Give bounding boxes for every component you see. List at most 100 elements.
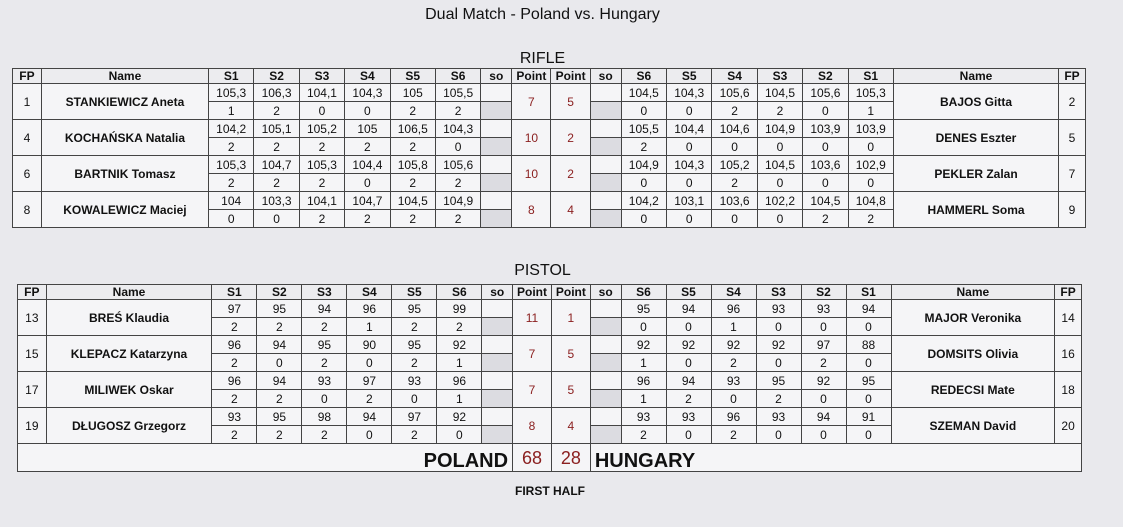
left-team-name: POLAND [16, 443, 514, 472]
point-header: Point [511, 68, 552, 84]
right-series-points: 0 [800, 425, 847, 444]
right-series-score: 105,6 [711, 83, 758, 102]
left-shootoff-cell [481, 353, 514, 372]
left-series-points: 2 [434, 209, 482, 228]
right-shootoff-cell [589, 407, 622, 426]
s3-header: S3 [755, 284, 802, 300]
left-series-score: 96 [211, 371, 258, 390]
left-series-score: 97 [211, 299, 258, 318]
left-shootoff-cell [480, 119, 513, 138]
left-series-score: 105,6 [434, 155, 482, 174]
left-series-score: 95 [256, 299, 303, 318]
left-series-points: 2 [391, 425, 438, 444]
right-series-points: 0 [620, 317, 667, 336]
left-series-points: 2 [391, 353, 438, 372]
right-series-score: 93 [755, 299, 802, 318]
right-series-points: 0 [620, 101, 668, 120]
right-series-score: 104,5 [756, 83, 804, 102]
left-series-points: 0 [434, 137, 482, 156]
right-team-name: HUNGARY [589, 443, 1083, 472]
left-shootoff-cell [480, 209, 513, 228]
right-series-points: 0 [845, 389, 892, 408]
right-match-point: 5 [550, 83, 591, 120]
left-series-points: 2 [436, 317, 483, 336]
left-series-points: 2 [211, 425, 258, 444]
pistol-section-title: PISTOL [514, 262, 571, 279]
right-shootoff-cell [589, 173, 622, 192]
right-series-score: 104,9 [620, 155, 668, 174]
right-match-point: 4 [550, 407, 591, 444]
left-series-points: 1 [346, 317, 393, 336]
right-athlete-name: SZEMAN David [890, 407, 1056, 444]
right-series-score: 96 [620, 371, 667, 390]
left-series-score: 96 [436, 371, 483, 390]
right-series-points: 0 [756, 209, 804, 228]
left-athlete-name: KLEPACZ Katarzyna [45, 335, 213, 372]
right-series-points: 0 [755, 353, 802, 372]
left-series-score: 105 [389, 83, 436, 102]
right-series-points: 0 [756, 137, 804, 156]
left-shootoff-cell [480, 155, 513, 174]
left-athlete-name: BREŚ Klaudia [45, 299, 213, 336]
s4-header: S4 [711, 68, 758, 84]
right-shootoff-cell [589, 317, 622, 336]
left-series-score: 99 [436, 299, 483, 318]
left-series-points: 2 [211, 317, 258, 336]
left-start-number: 6 [12, 155, 42, 192]
left-series-score: 94 [301, 299, 348, 318]
right-series-score: 95 [755, 371, 802, 390]
left-series-score: 105,3 [207, 155, 255, 174]
left-series-score: 95 [391, 335, 438, 354]
name-header: Name [45, 284, 213, 300]
left-series-points: 0 [436, 425, 483, 444]
left-series-score: 94 [346, 407, 393, 426]
left-match-point: 7 [511, 83, 552, 120]
point-header: Point [512, 284, 552, 300]
left-match-point: 8 [511, 191, 552, 228]
right-series-points: 1 [620, 389, 667, 408]
header-row: FP Name S1 S2 S3 S4 S5 S6 so Point Point so S6 S5 S4 S3… [17, 284, 1082, 300]
left-series-points: 0 [344, 101, 391, 120]
left-start-number: 15 [17, 335, 47, 372]
right-series-points: 0 [845, 317, 892, 336]
left-series-points: 2 [434, 173, 482, 192]
left-match-point: 8 [512, 407, 552, 444]
left-series-score: 90 [346, 335, 393, 354]
right-series-score: 92 [755, 335, 802, 354]
table-row: 4 KOCHAŃSKA Natalia 104,2 105,1 105,2 105 106,… [12, 119, 1086, 156]
left-series-points: 2 [207, 137, 255, 156]
left-series-score: 104,2 [207, 119, 255, 138]
rifle-table: FP Name S1 S2 S3 S4 S5 S6 so Point Point so S6 S5 S4 S3… [12, 68, 1086, 228]
right-series-score: 94 [665, 299, 712, 318]
left-shootoff-cell [481, 299, 514, 318]
left-series-points: 1 [436, 353, 483, 372]
right-series-points: 1 [620, 353, 667, 372]
right-athlete-name: MAJOR Veronika [890, 299, 1056, 336]
left-series-points: 1 [436, 389, 483, 408]
right-series-score: 103,6 [802, 155, 849, 174]
rifle-section-title: RIFLE [519, 50, 566, 67]
left-series-points: 2 [298, 209, 346, 228]
right-series-points: 1 [710, 317, 757, 336]
right-start-number: 20 [1054, 407, 1082, 444]
right-series-points: 0 [665, 425, 712, 444]
right-series-points: 0 [666, 173, 713, 192]
table-row: 13 BREŚ Klaudia 97 95 94 96 95 99 11 1 95 94 96 93 93 9… [17, 299, 1082, 336]
name-header: Name [892, 68, 1060, 84]
s2-header: S2 [253, 68, 300, 84]
left-series-points: 2 [389, 137, 436, 156]
right-series-score: 105,2 [711, 155, 758, 174]
left-series-score: 105 [344, 119, 391, 138]
right-start-number: 18 [1054, 371, 1082, 408]
left-match-point: 11 [512, 299, 552, 336]
left-series-score: 106,3 [253, 83, 300, 102]
right-series-points: 0 [666, 209, 713, 228]
point-header: Point [550, 68, 591, 84]
fp-header: FP [1058, 68, 1086, 84]
left-series-score: 98 [301, 407, 348, 426]
left-series-points: 2 [301, 317, 348, 336]
right-series-score: 93 [755, 407, 802, 426]
left-athlete-name: BARTNIK Tomasz [40, 155, 210, 192]
right-series-points: 0 [620, 209, 668, 228]
right-shootoff-cell [589, 155, 622, 174]
